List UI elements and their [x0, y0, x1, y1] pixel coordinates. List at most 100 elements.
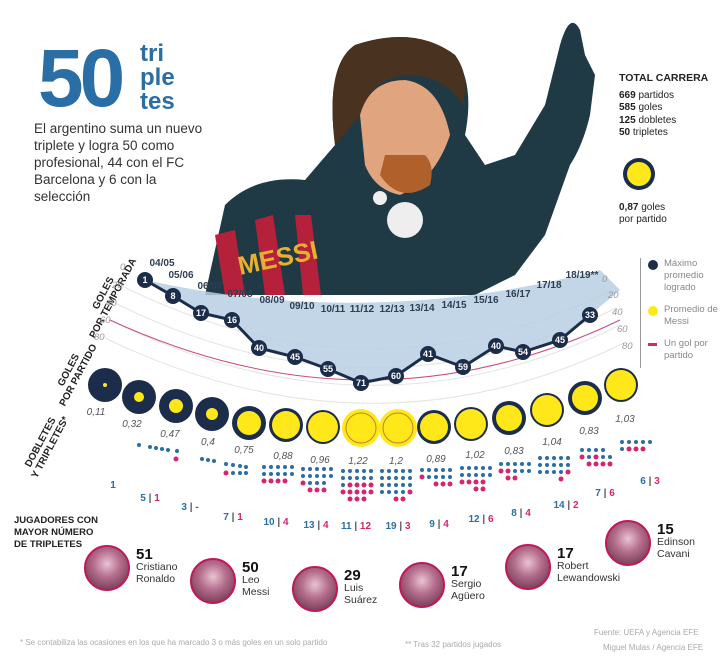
- svg-text:45: 45: [555, 335, 565, 345]
- season-label: 16/17: [505, 289, 531, 300]
- navy-dot-icon: [648, 260, 658, 270]
- per-match-value: 1,04: [542, 437, 562, 448]
- dt-label: 14 | 2: [553, 500, 579, 511]
- dt-label: 11 | 12: [340, 521, 372, 532]
- season-label: 17/18: [536, 280, 562, 291]
- avatar: [605, 520, 651, 566]
- yellow-dot-icon: [648, 306, 658, 316]
- career-avg-label: por partido: [619, 214, 667, 225]
- total-title: TOTAL CARRERA: [619, 72, 709, 84]
- legend-one: Un gol por partido: [648, 338, 720, 362]
- season-label: 06/07: [197, 281, 223, 292]
- per-match-value: 0,4: [201, 437, 215, 448]
- total-row: 50 tripletes: [619, 127, 668, 138]
- title-line: tes: [140, 88, 175, 115]
- messi-photo: MESSI: [205, 22, 595, 295]
- season-label: 07/08: [227, 289, 253, 300]
- player-suarez: 29 Luis Suárez: [292, 566, 377, 612]
- season-label: 13/14: [409, 303, 435, 314]
- dt-label: 19 | 3: [385, 521, 411, 532]
- per-match-value: 0,88: [273, 451, 293, 462]
- y-tick: 40: [612, 307, 623, 318]
- total-career: TOTAL CARRERA 669 partidos 585 goles 125…: [619, 72, 719, 227]
- total-row: 669 partidos: [619, 89, 675, 101]
- dt-label: 6 | 3: [640, 476, 660, 487]
- season-label: 18/19**: [565, 270, 599, 281]
- career-avg-circle: [623, 157, 655, 190]
- legend-avg: Promedio de Messi: [648, 304, 720, 328]
- players-title: JUGADORES CON MAYOR NÚMERO DE TRIPLETES: [14, 515, 98, 550]
- per-match-value: 0,83: [579, 426, 599, 437]
- per-match-value: 1,22: [348, 456, 368, 467]
- svg-text:55: 55: [323, 364, 333, 374]
- svg-text:59: 59: [458, 362, 468, 372]
- svg-text:41: 41: [423, 349, 433, 359]
- title-line: ple: [140, 64, 175, 91]
- footnote-1: * Se contabiliza las ocasiones en los qu…: [20, 638, 328, 647]
- season-label: 08/09: [259, 295, 285, 306]
- season-label: 14/15: [441, 300, 467, 311]
- per-match-value: 0,89: [426, 454, 446, 465]
- doubles-triples-dots: [137, 440, 652, 502]
- magenta-dash-icon: [648, 343, 657, 346]
- dt-label: 10 | 4: [263, 517, 289, 528]
- y-tick: 60: [100, 315, 111, 326]
- svg-text:8: 8: [170, 291, 175, 301]
- credit: Miguel Mulas / Agencia EFE: [603, 643, 704, 652]
- svg-text:16: 16: [227, 315, 237, 325]
- avatar: [399, 562, 445, 608]
- season-label: 09/10: [289, 301, 315, 312]
- per-match-value: 0,75: [234, 445, 254, 456]
- legend-divider: [640, 258, 641, 368]
- per-match-value: 0,47: [160, 429, 180, 440]
- svg-text:54: 54: [518, 347, 528, 357]
- total-row: 125 dobletes: [619, 114, 677, 126]
- player-cavani: 15 Edinson Cavani: [605, 520, 695, 566]
- y-tick: 40: [106, 298, 117, 309]
- season-points: [137, 272, 598, 391]
- per-match-value: 0,83: [504, 446, 524, 457]
- legend: Máximo promedio logrado Promedio de Mess…: [648, 258, 720, 372]
- footnote-2: ** Tras 32 partidos jugados: [405, 640, 502, 649]
- svg-text:40: 40: [254, 343, 264, 353]
- player-ronaldo: 51 Cristiano Ronaldo: [84, 545, 177, 591]
- y-tick: 20: [608, 290, 619, 301]
- source: Fuente: UEFA y Agencia EFE: [594, 628, 699, 637]
- avatar: [292, 566, 338, 612]
- y-tick: 80: [622, 341, 633, 352]
- season-label: 15/16: [473, 295, 499, 306]
- legend-max: Máximo promedio logrado: [648, 258, 720, 294]
- svg-text:17: 17: [196, 308, 206, 318]
- svg-text:1: 1: [142, 275, 147, 285]
- season-label: 12/13: [379, 304, 405, 315]
- player-lewandowski: 17 Robert Lewandowski: [505, 544, 620, 590]
- per-match-value: 1,03: [615, 414, 635, 425]
- avatar: [505, 544, 551, 590]
- svg-text:45: 45: [290, 352, 300, 362]
- svg-text:71: 71: [356, 378, 366, 388]
- dt-label: 13 | 4: [303, 520, 329, 531]
- big-number: 50: [38, 33, 125, 124]
- total-row: 585 goles: [619, 102, 663, 113]
- svg-text:60: 60: [391, 371, 401, 381]
- season-area: [145, 270, 620, 383]
- per-match-value: 1,2: [389, 456, 403, 467]
- season-label: 11/12: [349, 304, 375, 315]
- dt-label: 1: [110, 480, 116, 491]
- season-label: 10/11: [320, 304, 346, 315]
- y-tick: 60: [617, 324, 628, 335]
- avatar: [190, 558, 236, 604]
- career-avg: 0,87 goles: [619, 201, 666, 213]
- dt-label: 12 | 6: [468, 514, 494, 525]
- per-match-circles: [88, 368, 638, 447]
- title-line: tri: [140, 40, 164, 67]
- intro-text: El argentino suma un nuevo triplete y lo…: [34, 121, 203, 204]
- y-tick: 0: [602, 274, 608, 285]
- per-match-value: 0,96: [310, 455, 330, 466]
- svg-text:33: 33: [585, 310, 595, 320]
- title-word: tri ple tes: [140, 42, 175, 114]
- season-label: 05/06: [168, 270, 194, 281]
- dt-label: 7 | 1: [223, 512, 243, 523]
- per-match-value: 0,11: [86, 407, 106, 418]
- y-tick: 80: [94, 332, 105, 343]
